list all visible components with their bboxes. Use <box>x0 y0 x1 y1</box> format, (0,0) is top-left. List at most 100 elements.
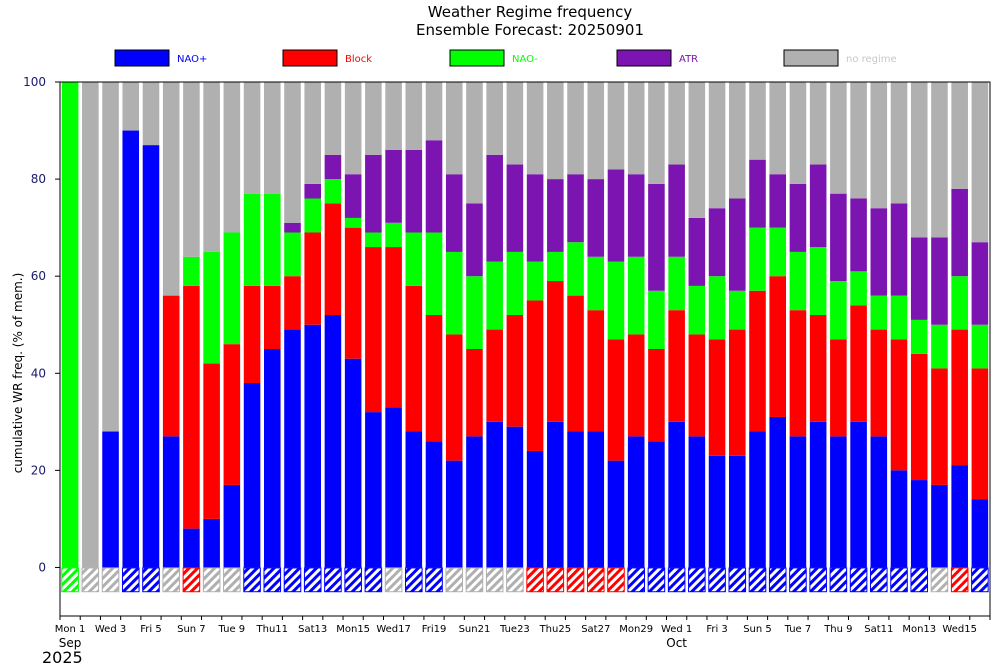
bar-atr <box>587 179 605 257</box>
bar-atr <box>971 242 989 325</box>
bar-nao- <box>850 271 867 306</box>
bar-no-regime <box>324 82 342 155</box>
chart-title: Weather Regime frequency <box>428 3 633 21</box>
bar-nao- <box>627 256 645 335</box>
bar-nao- <box>445 460 463 568</box>
bar-no-regime <box>526 82 544 175</box>
bar-nao- <box>183 256 200 286</box>
bar-nao- <box>769 416 787 568</box>
bar-atr <box>668 164 685 257</box>
bar-nao- <box>223 484 241 568</box>
bar-nao- <box>809 421 827 568</box>
bar-nao- <box>263 349 281 568</box>
bar-block <box>425 315 443 442</box>
bar-nao- <box>547 251 564 282</box>
bar-nao- <box>870 436 888 568</box>
bar-no-regime <box>223 82 241 233</box>
dominant-regime-marker <box>263 567 282 593</box>
dominant-regime-markers <box>61 567 989 593</box>
x-tick-label: Wed 3 <box>95 624 126 635</box>
bar-nao- <box>910 319 928 354</box>
bar-no-regime <box>607 82 625 170</box>
bar-no-regime <box>587 82 605 180</box>
bar-no-regime <box>365 82 382 155</box>
y-tick-label: 60 <box>31 269 46 283</box>
bar-block <box>284 276 301 330</box>
bar-atr <box>506 164 524 252</box>
bar-no-regime <box>870 82 888 209</box>
bar-nao- <box>951 276 968 330</box>
year-label: 2025 <box>42 648 83 667</box>
bar-block <box>749 290 766 432</box>
bar-no-regime <box>769 82 787 175</box>
bar-nao- <box>951 465 968 568</box>
bar-atr <box>607 169 625 262</box>
bar-block <box>587 310 605 432</box>
bar-atr <box>910 237 928 320</box>
bar-block <box>506 315 524 427</box>
bar-no-regime <box>486 82 503 155</box>
bar-block <box>203 363 220 519</box>
bar-nao- <box>547 421 564 568</box>
bar-no-regime <box>648 82 665 184</box>
bar-atr <box>708 208 726 277</box>
bar-atr <box>627 174 645 257</box>
dominant-regime-marker <box>688 567 706 593</box>
bar-nao- <box>385 407 402 568</box>
bar-nao- <box>607 460 625 568</box>
bar-atr <box>749 159 766 228</box>
bar-no-regime <box>688 82 706 218</box>
plot-frame <box>59 81 991 617</box>
bar-nao- <box>304 324 322 568</box>
bar-no-regime <box>708 82 726 209</box>
bar-nao- <box>223 232 241 345</box>
bar-atr <box>688 217 706 286</box>
bar-nao- <box>324 315 342 568</box>
bar-block <box>688 334 706 437</box>
bar-block <box>648 349 665 442</box>
x-tick-label: Sun 5 <box>743 624 772 635</box>
bar-nao- <box>405 232 423 286</box>
bar-nao- <box>284 232 301 277</box>
dominant-regime-marker <box>607 567 625 593</box>
bar-block <box>466 349 483 437</box>
bar-nao- <box>344 358 362 568</box>
dominant-regime-marker <box>506 567 524 593</box>
bar-atr <box>405 149 423 233</box>
bar-nao- <box>506 426 524 568</box>
bar-block <box>223 344 241 485</box>
bar-no-regime <box>668 82 685 165</box>
bar-nao- <box>203 518 220 568</box>
bar-nao- <box>931 324 948 369</box>
bar-block <box>324 203 342 316</box>
bar-block <box>526 300 544 451</box>
x-axis: Mon 1 Wed 3 Fri 5 Sun 7 Tue 9 Thu11 Sat13 Mon15… <box>55 616 991 650</box>
x-tick-label: Fri19 <box>422 624 447 635</box>
dominant-regime-marker <box>384 567 403 593</box>
bar-nao- <box>506 251 524 316</box>
bar-nao- <box>324 179 342 204</box>
dominant-regime-marker <box>627 567 645 593</box>
bar-no-regime <box>203 82 220 252</box>
bar-no-regime <box>506 82 524 165</box>
bar-no-regime <box>183 82 200 257</box>
bar-nao- <box>162 436 180 568</box>
bar-nao- <box>728 455 746 568</box>
x-tick-label: Fri 5 <box>140 624 161 635</box>
bar-block <box>607 339 625 461</box>
y-axis: 0 20 40 60 80 100 <box>23 75 60 574</box>
bar-block <box>243 285 261 383</box>
bar-nao- <box>243 382 261 568</box>
bar-nao- <box>466 436 483 568</box>
bar-atr <box>466 203 483 277</box>
bar-nao- <box>708 455 726 568</box>
bar-nao- <box>284 329 301 568</box>
bar-block <box>567 295 584 432</box>
x-tick-label: Wed15 <box>942 624 977 635</box>
legend-swatch-no-regime <box>783 49 839 67</box>
dominant-regime-marker <box>162 567 180 593</box>
bar-nao- <box>466 276 483 349</box>
bar-no-regime <box>405 82 423 150</box>
dominant-regime-marker <box>303 567 322 593</box>
